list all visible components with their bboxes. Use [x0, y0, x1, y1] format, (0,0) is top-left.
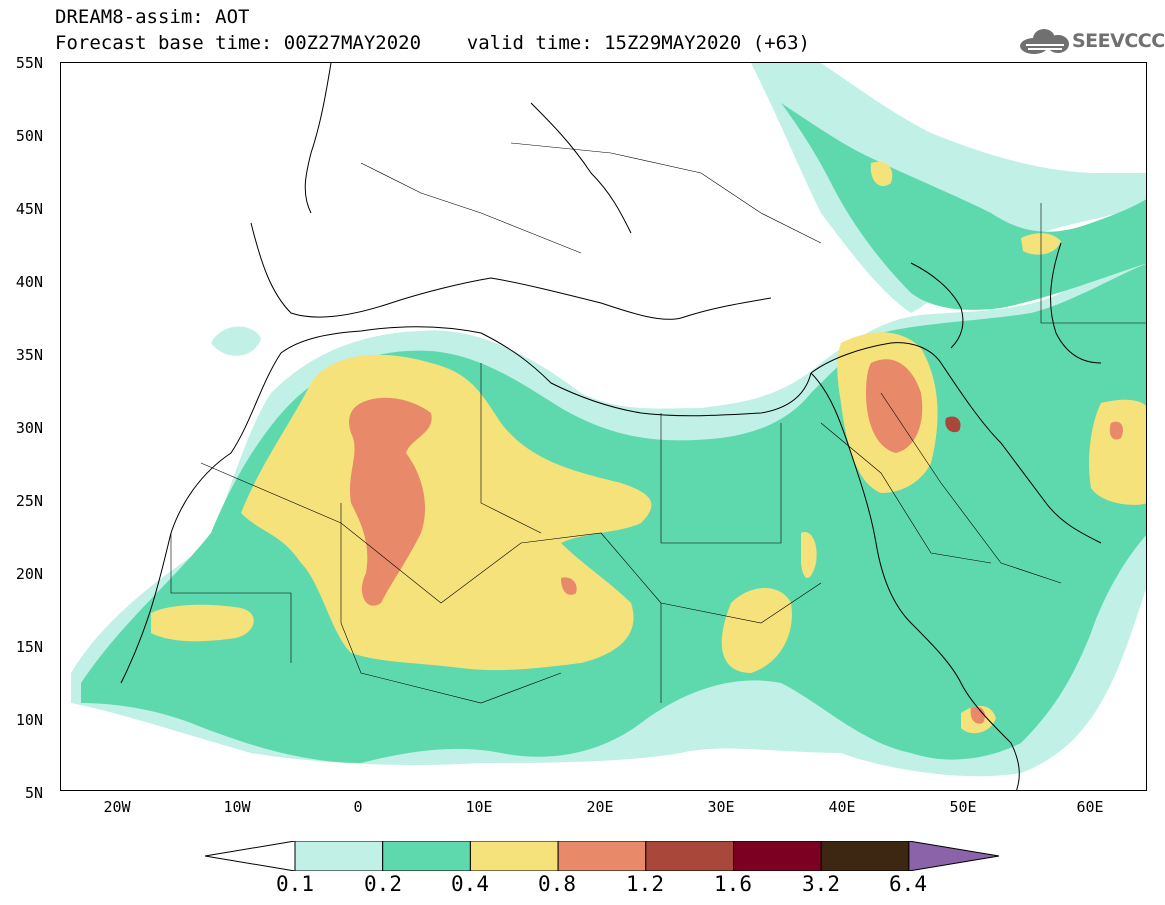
lat-tick-label: 40N [15, 273, 43, 291]
colorbar-label: 0.1 [276, 872, 314, 896]
colorbar-label: 1.2 [626, 872, 664, 896]
lon-tick-label: 20E [586, 798, 614, 816]
seevccc-logo: SEEVCCC [1072, 30, 1165, 52]
forecast-time-subtitle: Forecast base time: 00Z27MAY2020 valid t… [55, 32, 810, 54]
lon-tick-label: 10W [223, 798, 251, 816]
colorbar-label: 0.4 [451, 872, 489, 896]
lat-tick-label: 10N [15, 711, 43, 729]
colorbar-arrow-high [908, 841, 1000, 871]
colorbar-segment [733, 841, 822, 871]
lat-tick-label: 20N [15, 565, 43, 583]
country-borders [170, 142, 1146, 704]
lat-tick-label: 5N [24, 784, 43, 802]
colorbar-segment [645, 841, 734, 871]
lat-tick-label: 30N [15, 419, 43, 437]
cloud-icon [1020, 29, 1069, 54]
colorbar [205, 841, 1000, 871]
coastlines [120, 63, 1102, 790]
lat-tick-label: 55N [15, 54, 43, 72]
lon-tick-label: 30E [707, 798, 735, 816]
lon-tick-label: 60E [1076, 798, 1104, 816]
lat-tick-label: 35N [15, 346, 43, 364]
colorbar-label: 1.6 [714, 872, 752, 896]
colorbar-segment [557, 841, 647, 871]
lon-tick-label: 50E [949, 798, 977, 816]
lon-tick-label: 40E [828, 798, 856, 816]
lat-tick-label: 15N [15, 638, 43, 656]
lat-tick-label: 50N [15, 127, 43, 145]
aot-contour-0.8 [349, 359, 1123, 724]
colorbar-label: 0.8 [538, 872, 576, 896]
map-title: DREAM8-assim: AOT [55, 6, 250, 28]
lat-tick-label: 25N [15, 492, 43, 510]
colorbar-segment [820, 841, 910, 871]
colorbar-arrow-low [205, 841, 296, 871]
colorbar-segment [382, 841, 471, 871]
lon-tick-label: 20W [103, 798, 131, 816]
lat-tick-label: 45N [15, 200, 43, 218]
colorbar-label: 0.2 [364, 872, 402, 896]
lon-tick-label: 10E [465, 798, 493, 816]
colorbar-segment [294, 841, 384, 871]
colorbar-label: 6.4 [889, 872, 927, 896]
lon-tick-label: 0 [353, 798, 363, 816]
colorbar-segment [469, 841, 559, 871]
aot-map [60, 62, 1147, 791]
aot-contour-1.2 [945, 416, 961, 433]
colorbar-label: 3.2 [802, 872, 840, 896]
